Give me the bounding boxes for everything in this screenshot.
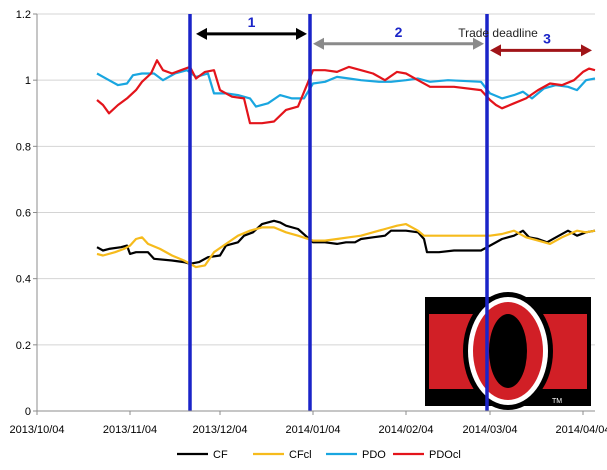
arrow-head-left [313,37,324,50]
logo-trademark: TM [552,398,562,405]
x-tick-label: 2014/02/04 [378,424,433,436]
series-line-cfcl [96,223,596,269]
x-tick-label: 2013/11/04 [103,424,157,436]
arrow-head-right [296,27,307,40]
x-tick-label: 2014/04/04 [555,424,607,436]
arrow-head-right [581,44,592,57]
annotations: Trade deadline [458,26,538,40]
y-tick-label: 1.2 [16,9,31,21]
period-arrows: 1 2 3 [196,14,592,57]
trade-deadline-annotation: Trade deadline [458,26,538,40]
logo-letter-o-hole [489,314,527,388]
x-tick-label: 2013/10/04 [9,424,64,436]
period-label: 3 [543,30,551,46]
legend-item-cf: CF [177,449,228,461]
y-tick-label: 0.8 [16,141,31,153]
period-label: 2 [395,24,403,40]
legend-item-pdocl: PDOcl [393,449,461,461]
gridlines [37,13,595,346]
series-line-cf [96,219,596,265]
x-tick-label: 2014/03/04 [462,424,517,436]
period-arrow-2: 2 [313,24,484,50]
y-tick-label: 0.6 [16,208,31,220]
legend: CF CFcl PDO PDOcl [177,449,461,461]
x-tick-label: 2013/12/04 [192,424,247,436]
axes [33,13,595,415]
legend-label: CFcl [289,449,312,461]
legend-label: PDOcl [429,449,461,461]
legend-label: CF [213,449,228,461]
period-arrow-1: 1 [196,14,307,40]
series-line-pdo [96,69,596,108]
arrow-head-right [473,37,484,50]
arrow-head-left [196,27,207,40]
period-label: 1 [248,14,256,30]
series-line-pdocl [96,59,596,125]
x-tick-label: 2014/01/04 [285,424,340,436]
arrow-head-left [490,44,501,57]
x-axis-ticks: 2013/10/04 2013/11/04 2013/12/04 2014/01/04… [9,424,607,436]
legend-item-cfcl: CFcl [253,449,312,461]
series-lines [96,59,596,269]
y-axis-ticks: 0 0.2 0.4 0.6 0.8 1 1.2 [16,9,31,418]
vertical-markers [188,14,489,411]
y-tick-label: 0 [25,406,31,418]
y-tick-label: 1 [25,75,31,87]
team-logo: TM [425,292,591,410]
y-tick-label: 0.2 [16,340,31,352]
legend-label: PDO [362,449,386,461]
period-arrow-3: 3 [490,30,592,57]
y-tick-label: 0.4 [16,274,31,286]
legend-item-pdo: PDO [326,449,386,461]
